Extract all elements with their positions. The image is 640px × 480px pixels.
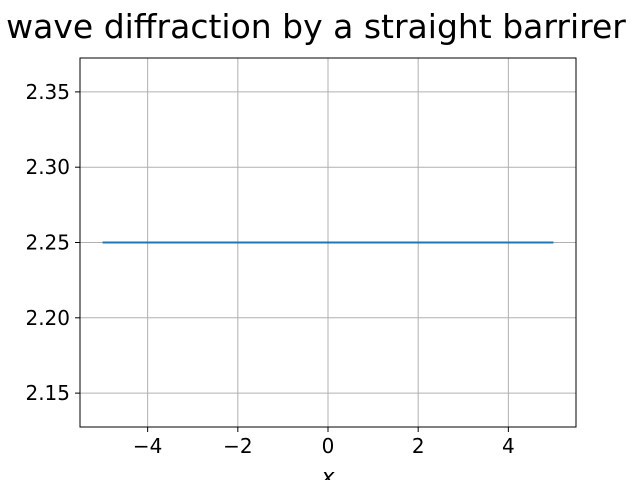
y-tick-label: 2.35 (25, 80, 70, 104)
x-tick-label: −4 (133, 434, 162, 458)
x-tick-label: 2 (412, 434, 425, 458)
x-tick-label: −2 (223, 434, 252, 458)
y-tick-label: 2.25 (25, 231, 70, 255)
y-tick-label: 2.20 (25, 306, 70, 330)
x-tick-label: 0 (322, 434, 335, 458)
y-axis: 2.15 2.20 2.25 2.30 2.35 (25, 80, 80, 405)
x-axis-label: x (320, 465, 335, 480)
y-tick-label: 2.30 (25, 155, 70, 179)
chart-title: wave diffraction by a straight barrirer (6, 7, 626, 46)
x-tick-label: 4 (502, 434, 515, 458)
x-axis: −4 −2 0 2 4 (133, 427, 515, 458)
y-tick-label: 2.15 (25, 381, 70, 405)
